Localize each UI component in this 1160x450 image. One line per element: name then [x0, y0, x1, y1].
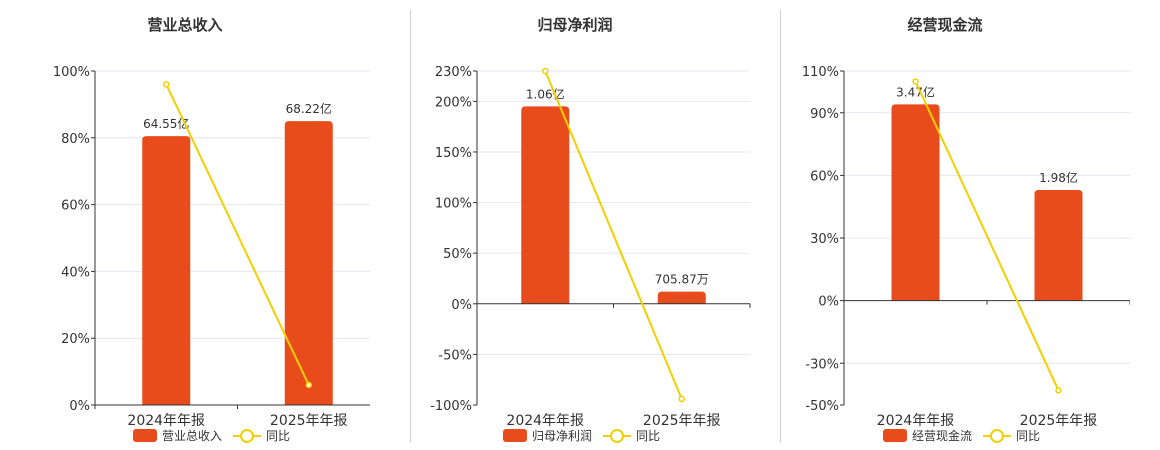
- y-tick-label: -30%: [805, 357, 839, 372]
- y-tick-label: -50%: [805, 399, 839, 414]
- legend-item-line[interactable]: 同比: [603, 428, 660, 444]
- x-tick-label: 2024年年报: [506, 413, 584, 428]
- line-point: [305, 381, 312, 389]
- line-point: [163, 81, 170, 88]
- chart-title: 经营现金流: [907, 16, 983, 34]
- legend-item-bar[interactable]: 营业总收入: [133, 428, 222, 444]
- y-tick-label: 60%: [810, 169, 839, 184]
- y-tick-label: -50%: [438, 348, 472, 363]
- y-tick-label: 230%: [435, 65, 472, 80]
- y-tick-label: 80%: [61, 132, 90, 147]
- chart-legend: 经营现金流 同比: [760, 428, 1130, 444]
- line-series: [165, 83, 310, 386]
- y-tick-label: 30%: [810, 232, 839, 247]
- y-tick-label: 0%: [451, 298, 472, 313]
- bar: [521, 106, 570, 304]
- line-point: [678, 395, 685, 403]
- y-tick-label: 110%: [802, 65, 839, 80]
- bar: [891, 104, 940, 301]
- legend-label: 同比: [636, 429, 661, 443]
- legend-item-bar[interactable]: 归母净利润: [503, 428, 592, 444]
- x-tick-label: 2025年年报: [643, 413, 721, 428]
- y-tick-label: 90%: [810, 107, 839, 122]
- bar-data-label: 705.87万: [655, 273, 709, 287]
- y-tick-label: -100%: [430, 399, 472, 414]
- panel-divider: [780, 10, 781, 442]
- legend-label: 归母净利润: [532, 429, 593, 443]
- chart-panel-cash-flow: 经营现金流 -50% -30% 0% 30% 60% 90% 110% 3.47亿 1.98亿 2…: [760, 0, 1130, 450]
- y-tick-label: 100%: [53, 65, 90, 80]
- bar: [657, 291, 706, 304]
- chart-svg: -100% -50% 0% 50% 100% 150% 200% 230% 1.06亿 705.8…: [430, 65, 751, 428]
- line-point: [542, 67, 549, 75]
- chart-panel-net-profit: 归母净利润 -100% -50% 0% 50% 100% 150% 200% 230% 1.06…: [390, 0, 760, 450]
- bar-data-label: 1.98亿: [1039, 170, 1078, 185]
- legend-item-line[interactable]: 同比: [983, 428, 1040, 444]
- bar-swatch-icon: [883, 429, 907, 442]
- chart-panel-revenue: 营业总收入 0% 20% 40% 60% 80% 100% 64.55亿 68.22亿 2024…: [0, 0, 370, 450]
- chart-title: 营业总收入: [147, 16, 223, 34]
- legend-label: 同比: [1016, 429, 1041, 443]
- line-circle-icon: [603, 429, 631, 443]
- x-tick-label: 2024年年报: [127, 413, 205, 428]
- y-tick-label: 20%: [61, 332, 90, 347]
- line-circle-icon: [983, 429, 1011, 443]
- chart-svg: -50% -30% 0% 30% 60% 90% 110% 3.47亿 1.98亿 2024年年报…: [802, 65, 1130, 428]
- bar: [142, 136, 191, 405]
- chart-legend: 营业总收入 同比: [0, 428, 370, 444]
- bar-data-label: 3.47亿: [896, 84, 935, 99]
- y-tick-label: 40%: [61, 265, 90, 280]
- legend-item-line[interactable]: 同比: [233, 428, 290, 444]
- legend-label: 同比: [266, 429, 291, 443]
- panel-divider: [410, 10, 411, 442]
- line-point: [1055, 387, 1062, 394]
- bar-swatch-icon: [133, 429, 157, 442]
- line-series: [544, 70, 683, 400]
- y-tick-label: 0%: [818, 295, 839, 310]
- bar: [1034, 189, 1083, 301]
- line-circle-icon: [233, 429, 261, 443]
- bar-data-label: 68.22亿: [286, 101, 332, 116]
- y-tick-label: 150%: [435, 146, 472, 161]
- bar-data-label: 1.06亿: [526, 86, 565, 101]
- line-point: [912, 78, 919, 85]
- chart-legend: 归母净利润 同比: [390, 428, 760, 444]
- legend-item-bar[interactable]: 经营现金流: [883, 428, 972, 444]
- y-tick-label: 60%: [61, 199, 90, 214]
- x-tick-label: 2024年年报: [877, 413, 955, 428]
- legend-label: 经营现金流: [912, 429, 973, 443]
- x-tick-label: 2025年年报: [270, 413, 348, 428]
- legend-label: 营业总收入: [162, 429, 223, 443]
- y-tick-label: 200%: [435, 95, 472, 110]
- bar: [284, 121, 333, 405]
- chart-svg: 0% 20% 40% 60% 80% 100% 64.55亿 68.22亿 2024年年报 202…: [53, 65, 370, 428]
- x-tick-label: 2025年年报: [1020, 413, 1098, 428]
- line-series: [914, 81, 1060, 391]
- bar-data-label: 64.55亿: [143, 116, 189, 131]
- chart-title: 归母净利润: [537, 16, 613, 34]
- y-tick-label: 50%: [443, 247, 472, 262]
- y-tick-label: 100%: [435, 197, 472, 212]
- bar-swatch-icon: [503, 429, 527, 442]
- y-tick-label: 0%: [69, 399, 90, 414]
